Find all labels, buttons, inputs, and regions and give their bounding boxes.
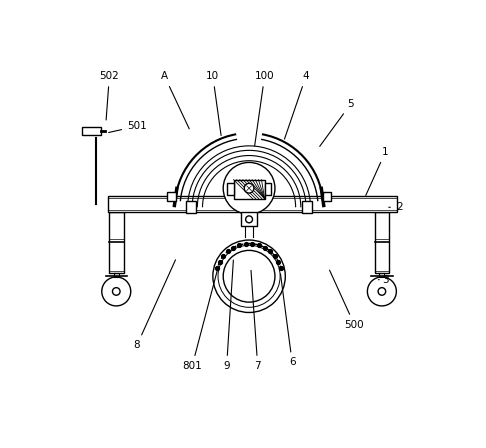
Text: 4: 4 (284, 71, 309, 139)
Text: 10: 10 (206, 71, 221, 136)
Circle shape (223, 250, 275, 302)
Text: 2: 2 (389, 202, 402, 212)
Circle shape (213, 240, 285, 313)
Text: 501: 501 (109, 121, 147, 133)
Circle shape (367, 277, 397, 306)
Bar (323, 193, 331, 201)
Text: 7: 7 (251, 271, 261, 371)
Circle shape (378, 288, 386, 295)
Bar (107, 195, 398, 212)
Text: 9: 9 (224, 260, 233, 371)
Circle shape (244, 183, 254, 193)
Bar (82, 127, 101, 135)
Text: 100: 100 (255, 71, 275, 146)
Circle shape (245, 216, 253, 223)
Bar (241, 212, 258, 226)
Circle shape (112, 288, 120, 295)
Bar (302, 201, 312, 213)
Bar (227, 183, 234, 195)
Text: A: A (161, 71, 189, 129)
Bar (186, 201, 196, 213)
Circle shape (102, 277, 131, 306)
Text: 8: 8 (134, 260, 175, 350)
Bar (264, 183, 271, 195)
Text: 5: 5 (320, 99, 354, 146)
Text: 801: 801 (182, 270, 217, 371)
Text: 502: 502 (100, 71, 119, 120)
Text: 6: 6 (280, 274, 295, 367)
Bar (109, 212, 123, 273)
Text: 3: 3 (379, 275, 389, 285)
Bar (375, 212, 389, 273)
Bar (234, 180, 264, 198)
Bar (167, 193, 175, 201)
Text: 500: 500 (330, 270, 364, 330)
Circle shape (223, 163, 275, 214)
Text: 1: 1 (366, 147, 389, 195)
